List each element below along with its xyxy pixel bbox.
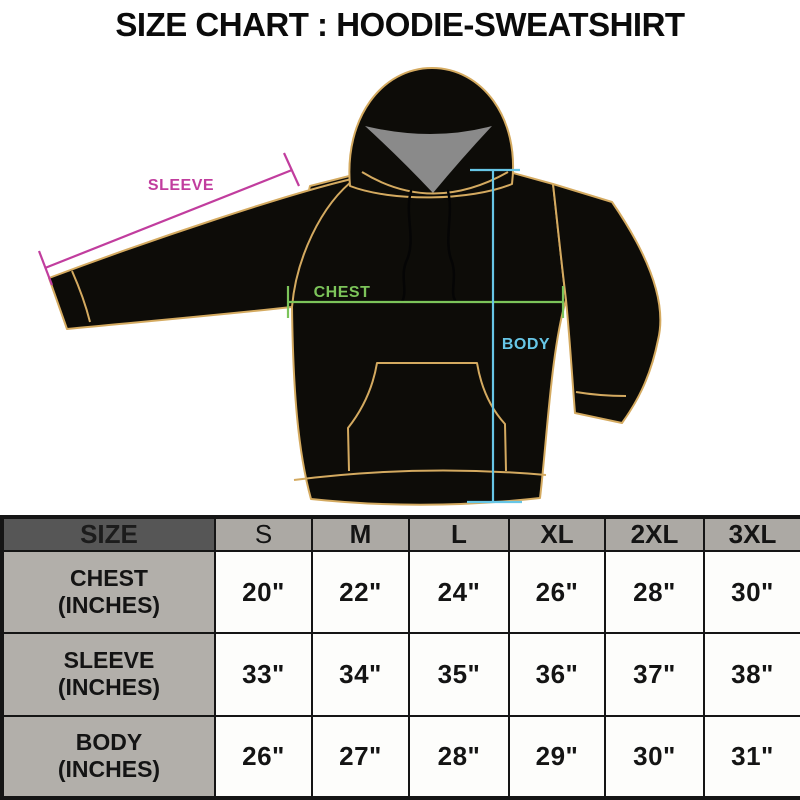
measurement-cell: 26" [508,549,606,635]
measurement-cell: 30" [703,549,800,635]
hoodie-illustration: SLEEVE CHEST BODY [37,67,662,506]
row-label-name: SLEEVE [63,647,155,674]
table-header-2xl: 2XL [604,516,705,552]
left-cuff-seam [71,270,91,323]
sleeve-dimension-line [37,152,301,286]
chest-dimension-line [286,286,565,318]
row-label-unit: (INCHES) [57,592,161,619]
body-dimension-line [467,168,522,504]
hem-seam [293,469,547,481]
sleeve-label: SLEEVE [148,177,214,194]
table-header-l: L [408,516,510,552]
row-label-chest: CHEST (INCHES) [1,549,216,635]
row-label-body: BODY (INCHES) [1,714,216,800]
collar-seam [361,171,509,195]
hood-shape [348,67,515,199]
table-row-sleeve: SLEEVE (INCHES) 33" 34" 35" 36" 37" 38" [1,632,800,717]
page-title: SIZE CHART : HOODIE-SWEATSHIRT [115,6,685,43]
table-header-s: S [214,516,313,552]
measurement-cell: 24" [408,549,510,635]
drawstring-left [400,189,413,304]
size-table: SIZE S M L XL 2XL 3XL CHEST (INCHES) 20"… [0,515,800,800]
measurement-cell: 20" [214,549,313,635]
measurement-cell: 31" [703,714,800,800]
table-header-size: SIZE [1,516,216,552]
right-sleeve-shape [552,183,662,424]
measurement-cell: 22" [311,549,410,635]
measurement-cell: 27" [311,714,410,800]
measurement-cell: 34" [311,632,410,717]
row-label-name: CHEST [70,565,148,592]
measurement-cell: 29" [508,714,606,800]
measurement-cell: 35" [408,632,510,717]
table-row-chest: CHEST (INCHES) 20" 22" 24" 26" 28" 30" [1,549,800,635]
measurement-cell: 36" [508,632,606,717]
table-header-3xl: 3XL [703,516,800,552]
measurement-cell: 33" [214,632,313,717]
measurement-cell: 38" [703,632,800,717]
row-label-sleeve: SLEEVE (INCHES) [1,632,216,717]
row-label-name: BODY [75,729,143,756]
row-label-unit: (INCHES) [57,674,161,701]
pocket-outline [347,362,507,472]
row-label-unit: (INCHES) [57,756,161,783]
table-header-xl: XL [508,516,606,552]
measurement-cell: 30" [604,714,705,800]
drawstring-right [446,189,457,302]
table-header-row: SIZE S M L XL 2XL 3XL [1,516,800,552]
measurement-cell: 28" [604,549,705,635]
table-row-body: BODY (INCHES) 26" 27" 28" 29" 30" 31" [1,714,800,800]
chest-label: CHEST [314,284,371,301]
measurement-cell: 37" [604,632,705,717]
table-header-m: M [311,516,410,552]
measurement-cell: 28" [408,714,510,800]
measurement-cell: 26" [214,714,313,800]
right-cuff-seam [575,391,627,397]
left-sleeve-shape [48,177,357,330]
hood-lining [365,126,492,193]
body-label: BODY [502,336,550,353]
